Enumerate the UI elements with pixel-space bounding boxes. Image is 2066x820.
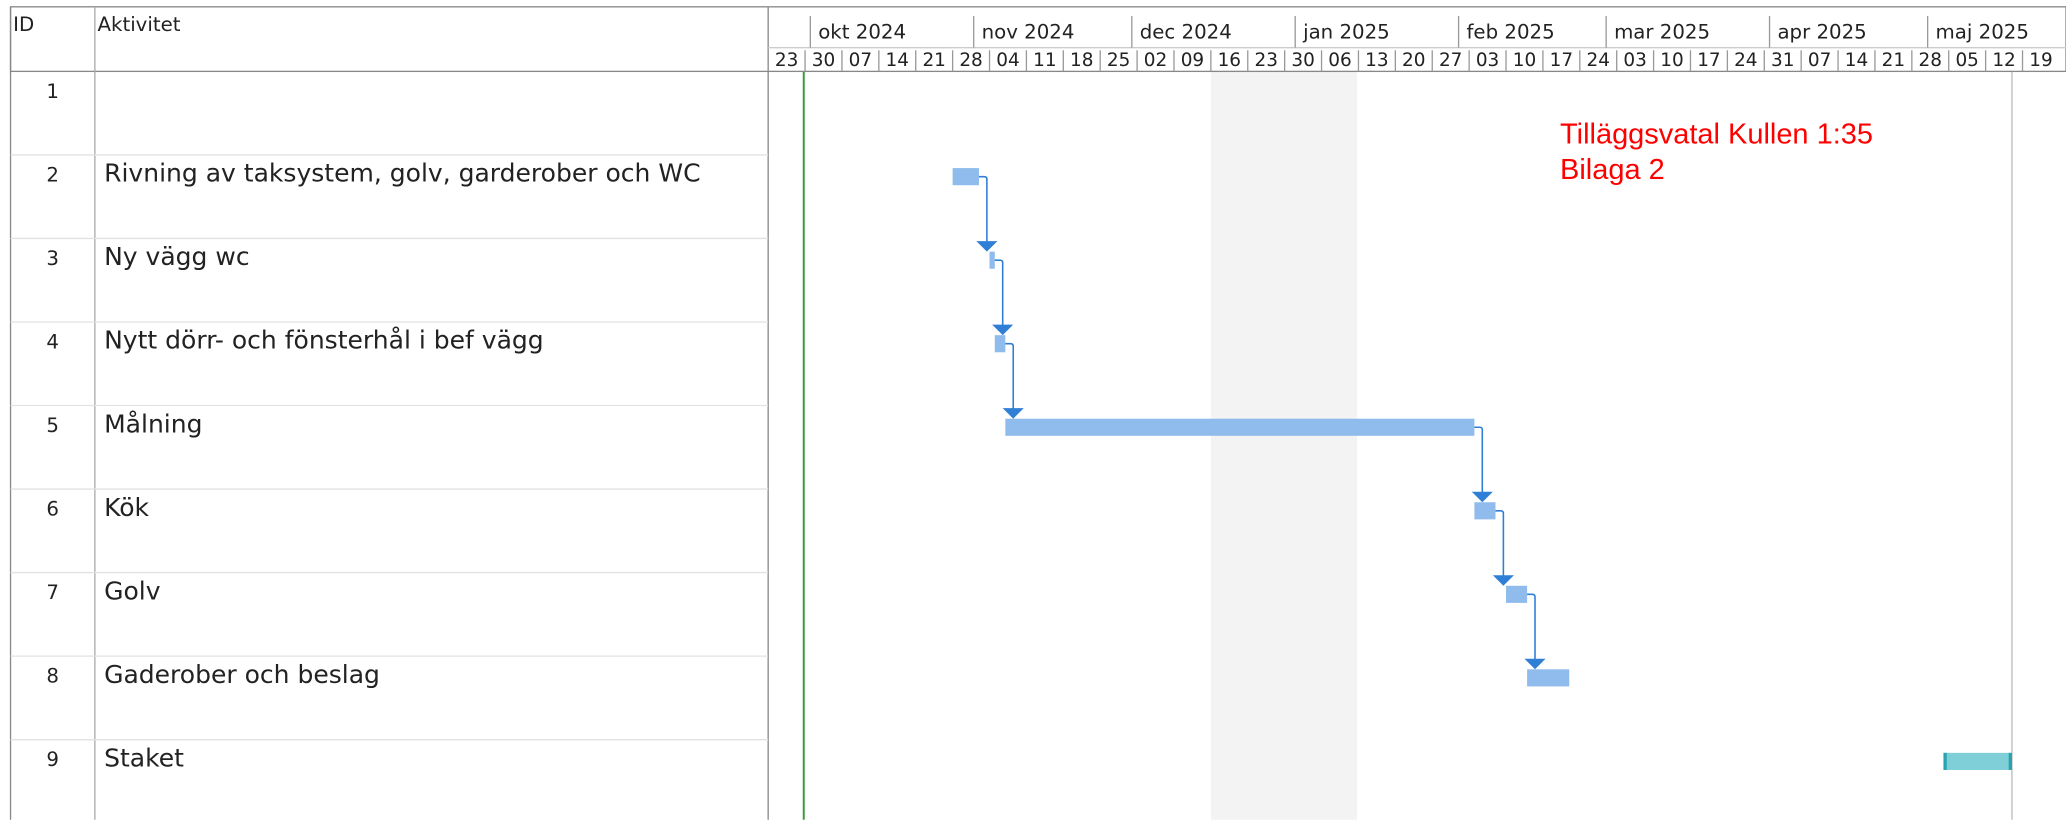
row-id: 7 xyxy=(46,581,59,604)
bar-end-cap xyxy=(2008,752,2012,770)
month-label: mar 2025 xyxy=(1614,21,1710,44)
month-label: dec 2024 xyxy=(1140,21,1232,44)
dependency-link xyxy=(1474,426,1484,495)
week-label: 12 xyxy=(1992,50,2015,71)
task-name: Målning xyxy=(104,409,202,438)
task-name: Golv xyxy=(104,576,161,605)
week-label: 04 xyxy=(996,50,1019,71)
week-label: 19 xyxy=(2029,50,2052,71)
row-id: 6 xyxy=(46,498,59,521)
month-label: nov 2024 xyxy=(982,21,1075,44)
task-name: Staket xyxy=(104,743,184,772)
week-label: 14 xyxy=(1845,50,1868,71)
row-id: 1 xyxy=(46,80,59,103)
month-label: okt 2024 xyxy=(818,21,906,44)
annotation: Tilläggsvatal Kullen 1:35 xyxy=(1560,119,1873,151)
row-id: 9 xyxy=(46,748,59,771)
task-bar xyxy=(1527,669,1570,687)
week-label: 17 xyxy=(1550,50,1573,71)
task-name: Rivning av taksystem, golv, garderober o… xyxy=(104,159,700,188)
week-label: 06 xyxy=(1328,50,1351,71)
id-header: ID xyxy=(13,13,34,36)
task-name: Gaderober och beslag xyxy=(104,660,380,689)
week-label: 30 xyxy=(812,50,835,71)
week-label: 07 xyxy=(1808,50,1831,71)
week-label: 20 xyxy=(1402,50,1425,71)
dependency-link xyxy=(1495,510,1505,578)
dependency-link xyxy=(978,175,988,244)
month-label: apr 2025 xyxy=(1777,21,1866,44)
week-label: 14 xyxy=(886,50,909,71)
week-label: 03 xyxy=(1623,50,1646,71)
dependency-link xyxy=(1005,342,1015,411)
task-bar xyxy=(1005,418,1475,436)
task-bar xyxy=(994,335,1006,353)
activity-header: Aktivitet xyxy=(98,13,181,36)
week-label: 30 xyxy=(1291,50,1314,71)
row-id: 3 xyxy=(46,247,59,270)
dependency-link xyxy=(1527,593,1536,662)
task-name: Ny vägg wc xyxy=(104,242,250,271)
bar-end-cap xyxy=(1943,752,1947,770)
week-label: 09 xyxy=(1181,50,1204,71)
task-bar xyxy=(1943,752,2012,770)
dependency-arrow xyxy=(1471,491,1493,503)
task-bar xyxy=(952,168,979,186)
week-label: 13 xyxy=(1365,50,1388,71)
week-label: 23 xyxy=(775,50,798,71)
month-label: jan 2025 xyxy=(1302,21,1390,44)
dependency-arrow xyxy=(1492,575,1514,586)
month-label: feb 2025 xyxy=(1466,21,1554,44)
task-name: Nytt dörr- och fönsterhål i bef vägg xyxy=(104,326,544,355)
week-label: 24 xyxy=(1734,50,1757,71)
week-label: 28 xyxy=(959,50,982,71)
week-label: 07 xyxy=(849,50,872,71)
week-label: 28 xyxy=(1919,50,1942,71)
nonworking-shade xyxy=(1210,71,1358,820)
row-id: 5 xyxy=(46,414,59,437)
dependency-arrow xyxy=(976,241,998,252)
dependency-arrow xyxy=(1002,408,1024,419)
week-label: 16 xyxy=(1218,50,1241,71)
task-name: Kök xyxy=(104,493,149,522)
week-label: 27 xyxy=(1439,50,1462,71)
week-label: 25 xyxy=(1107,50,1130,71)
annotation: Bilaga 2 xyxy=(1560,154,1665,186)
month-label: maj 2025 xyxy=(1936,21,2029,44)
week-label: 31 xyxy=(1771,50,1794,71)
week-label: 10 xyxy=(1513,50,1536,71)
week-label: 23 xyxy=(1254,50,1277,71)
week-label: 10 xyxy=(1660,50,1683,71)
week-label: 21 xyxy=(1882,50,1905,71)
row-id: 2 xyxy=(46,163,59,186)
week-label: 18 xyxy=(1070,50,1093,71)
week-label: 21 xyxy=(922,50,945,71)
dependency-link xyxy=(994,259,1004,328)
row-id: 8 xyxy=(46,665,59,688)
task-bar xyxy=(1474,502,1496,520)
week-label: 02 xyxy=(1144,50,1167,71)
task-bar xyxy=(1506,585,1528,603)
row-id: 4 xyxy=(46,331,59,354)
dependency-arrow xyxy=(992,324,1014,336)
week-label: 11 xyxy=(1033,50,1056,71)
week-label: 24 xyxy=(1587,50,1610,71)
dependency-arrow xyxy=(1524,658,1546,670)
week-label: 17 xyxy=(1697,50,1720,71)
week-label: 05 xyxy=(1955,50,1978,71)
task-bar xyxy=(989,251,995,269)
week-label: 03 xyxy=(1476,50,1499,71)
